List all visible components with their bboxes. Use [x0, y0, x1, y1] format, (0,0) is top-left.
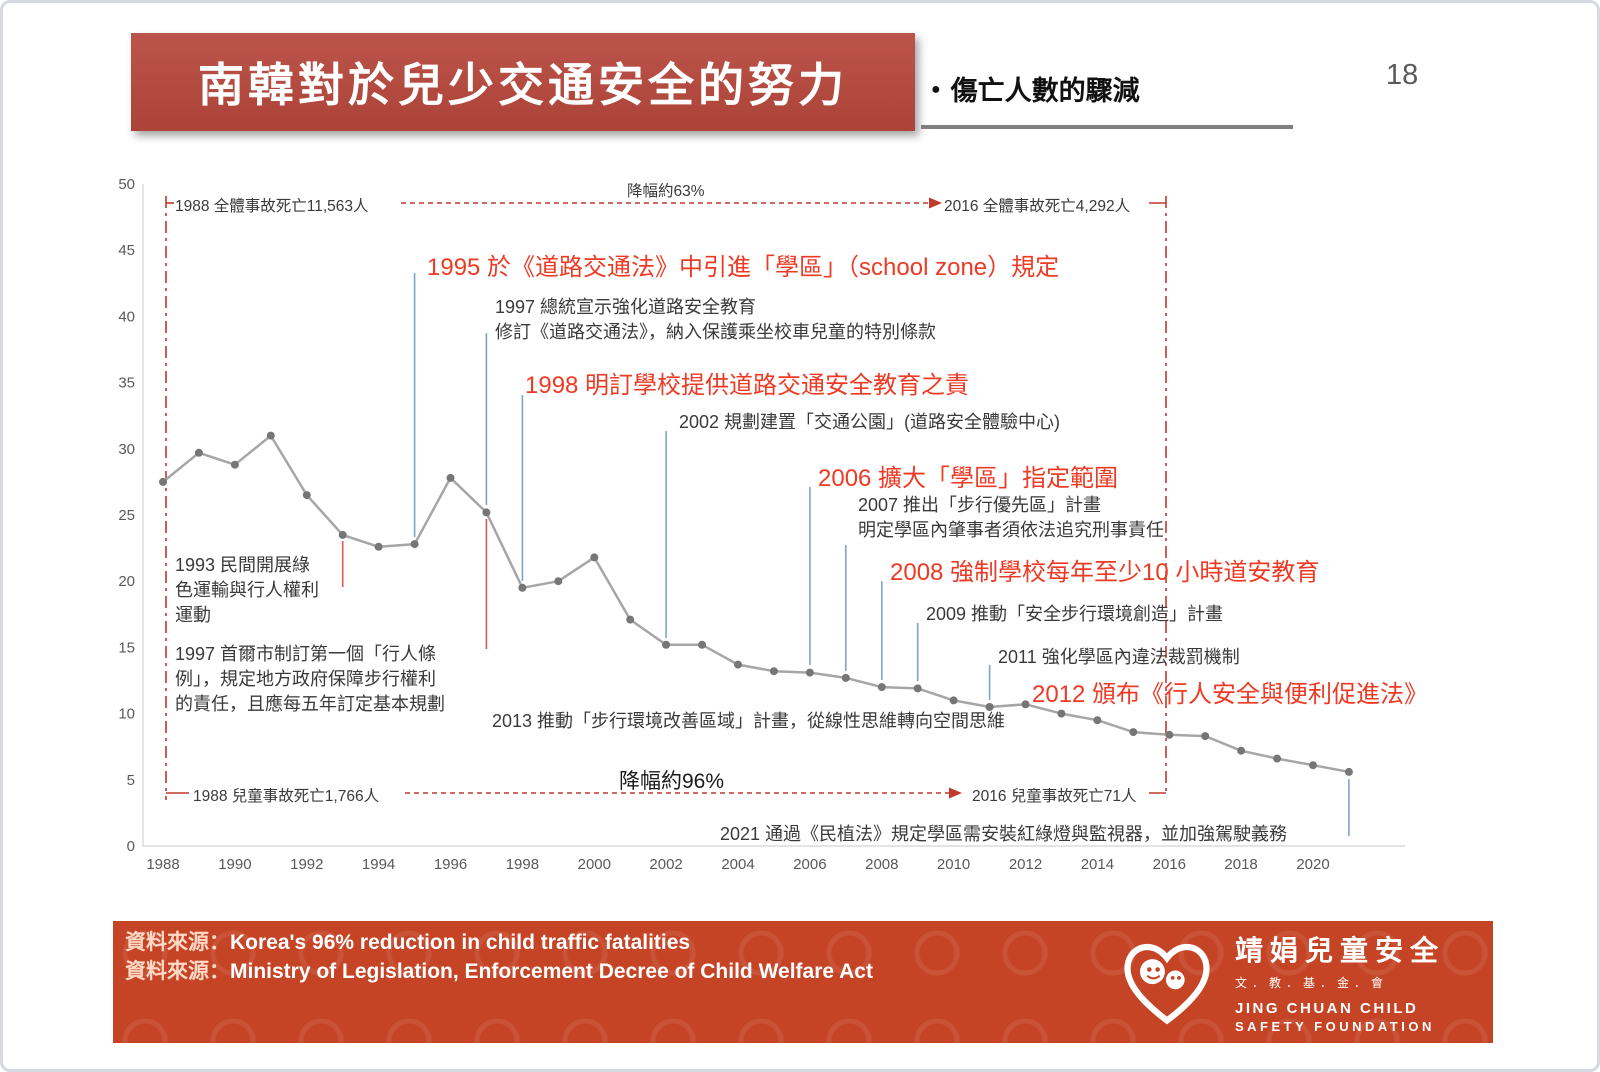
- annotation-2011: 2011 強化學區內違法裁罰機制: [998, 647, 1240, 667]
- annotation-line: 1993 民間開展綠: [175, 555, 311, 575]
- svg-text:10: 10: [118, 706, 135, 723]
- annotation-2009: 2009 推動「安全步行環境創造」計畫: [926, 604, 1224, 624]
- svg-text:1990: 1990: [218, 856, 251, 873]
- svg-text:2020: 2020: [1296, 856, 1329, 873]
- page-title: 南韓對於兒少交通安全的努力: [198, 59, 848, 111]
- annotation-line: 明定學區內肇事者須依法追究刑事責任: [858, 520, 1164, 540]
- logo-en-line1: JING CHUAN CHILD: [1234, 1000, 1419, 1017]
- svg-text:5: 5: [127, 772, 135, 789]
- source-label: 資料來源：: [125, 960, 230, 983]
- line-chart: 0 5 10 15 20 25 30 35 40 45 50 1988 1990 1992 1994 199…: [118, 176, 1405, 873]
- annotation-line: 修訂《道路交通法》，納入保護乘坐校車兒童的特別條款: [495, 322, 936, 342]
- svg-text:50: 50: [118, 176, 135, 193]
- svg-text:0: 0: [127, 838, 135, 855]
- annotation-2021: 2021 通過《民植法》規定學區需安裝紅綠燈與監視器，並加強駕駛義務: [720, 824, 1288, 844]
- y-axis-labels: 0 5 10 15 20 25 30 35 40 45 50: [118, 176, 135, 855]
- svg-text:1994: 1994: [362, 856, 395, 873]
- svg-text:2010: 2010: [937, 856, 970, 873]
- logo-zh-name: 靖娟兒童安全: [1234, 935, 1445, 966]
- annotation-1998: 1998 明訂學校提供道路交通安全教育之責: [525, 372, 970, 399]
- annotation-1997-seoul: 1997 首爾市制訂第一個「行人條 例」，規定地方政府保障步行權利 的責任，且應…: [175, 642, 445, 717]
- source-text: Ministry of Legislation, Enforcement Dec…: [230, 960, 873, 983]
- annotation-2013: 2013 推動「步行環境改善區域」計畫，從線性思維轉向空間思維: [492, 711, 1006, 731]
- page-number: 18: [1386, 59, 1419, 91]
- annotation-total-2016: 2016 全體事故死亡4,292人: [944, 198, 1131, 215]
- svg-text:30: 30: [118, 441, 135, 458]
- annotation-2012: 2012 頒布《行人安全與便利促進法》: [1032, 681, 1429, 708]
- annotation-2002: 2002 規劃建置「交通公園」(道路安全體驗中心): [679, 412, 1061, 432]
- annotation-1993: 1993 民間開展綠 色運輸與行人權利 運動: [175, 553, 319, 628]
- svg-text:2008: 2008: [865, 856, 898, 873]
- source-label: 資料來源：: [125, 931, 230, 954]
- svg-text:2000: 2000: [578, 856, 611, 873]
- reduction-arrows: [165, 196, 1167, 800]
- annotation-child-drop: 降幅約96%: [619, 770, 725, 793]
- annotation-total-1988: 1988 全體事故死亡11,563人: [175, 198, 369, 215]
- logo-en-line2: SAFETY FOUNDATION: [1234, 1019, 1435, 1034]
- annotation-line: 運動: [175, 605, 211, 625]
- annotation-1995: 1995 於《道路交通法》中引進「學區」（school zone）規定: [427, 254, 1060, 281]
- x-axis-labels: 1988 1990 1992 1994 1996 1998 2000 2002 2004 2006…: [146, 856, 1329, 873]
- subtitle-underline: [921, 125, 1293, 129]
- annotation-2008: 2008 強制學校每年至少10 小時道安教育: [890, 559, 1320, 586]
- svg-text:1996: 1996: [434, 856, 467, 873]
- footer-banner: 資料來源：Korea's 96% reduction in child traf…: [113, 921, 1493, 1043]
- svg-text:1998: 1998: [506, 856, 539, 873]
- foundation-logo: 靖娟兒童安全 文．教．基．金．會 JING CHUAN CHILD SAFETY…: [1115, 929, 1445, 1034]
- svg-text:1992: 1992: [290, 856, 323, 873]
- arrow-right-icon: [949, 787, 962, 799]
- data-series: [159, 431, 1353, 776]
- svg-text:2016: 2016: [1153, 856, 1186, 873]
- svg-text:2002: 2002: [649, 856, 682, 873]
- svg-text:20: 20: [118, 573, 135, 590]
- svg-text:35: 35: [118, 375, 135, 392]
- annotation-2007: 2007 推出「步行優先區」計畫 明定學區內肇事者須依法追究刑事責任: [858, 493, 1164, 543]
- annotation-line: 色運輸與行人權利: [175, 580, 319, 600]
- arrow-right-icon: [929, 197, 942, 209]
- title-banner: 南韓對於兒少交通安全的努力: [131, 33, 915, 131]
- annotation-leader-lines: [413, 273, 1350, 836]
- annotation-line: 1997 首爾市制訂第一個「行人條: [175, 644, 437, 664]
- annotation-1997-president: 1997 總統宣示強化道路安全教育 修訂《道路交通法》，納入保護乘坐校車兒童的特…: [495, 295, 936, 345]
- annotation-2006: 2006 擴大「學區」指定範圍: [818, 465, 1119, 492]
- svg-text:2006: 2006: [793, 856, 826, 873]
- bullet-icon: ●: [931, 80, 941, 98]
- logo-zh-sub: 文．教．基．金．會: [1234, 976, 1388, 990]
- annotation-child-2016: 2016 兒童事故死亡71人: [972, 788, 1137, 805]
- annotation-total-drop: 降幅約63%: [627, 183, 705, 200]
- annotation-child-1988: 1988 兒童事故死亡1,766人: [193, 788, 380, 805]
- heart-logo-icon: [1124, 943, 1210, 1024]
- source-list: 資料來源：Korea's 96% reduction in child traf…: [125, 928, 873, 986]
- annotation-line: 例」，規定地方政府保障步行權利: [175, 669, 436, 689]
- chart-axes: [142, 184, 1405, 847]
- annotation-line: 1997 總統宣示強化道路安全教育: [495, 297, 757, 317]
- subtitle: ● 傷亡人數的驟減: [931, 69, 1140, 108]
- subtitle-text: 傷亡人數的驟減: [950, 76, 1140, 106]
- annotation-leader-lines-red: [341, 519, 488, 649]
- annotation-line: 的責任，且應每五年訂定基本規劃: [175, 694, 445, 714]
- svg-text:1988: 1988: [146, 856, 179, 873]
- svg-text:25: 25: [118, 507, 135, 524]
- svg-text:45: 45: [118, 242, 135, 259]
- logo-text: 靖娟兒童安全 文．教．基．金．會 JING CHUAN CHILD SAFETY…: [1235, 929, 1445, 1034]
- source-line-2: 資料來源：Ministry of Legislation, Enforcemen…: [125, 957, 873, 986]
- svg-text:2014: 2014: [1081, 856, 1114, 873]
- svg-text:15: 15: [118, 639, 135, 656]
- source-text: Korea's 96% reduction in child traffic f…: [230, 931, 691, 954]
- svg-text:2018: 2018: [1224, 856, 1257, 873]
- svg-text:2004: 2004: [721, 856, 754, 873]
- source-line-1: 資料來源：Korea's 96% reduction in child traf…: [125, 928, 873, 957]
- svg-text:2012: 2012: [1009, 856, 1042, 873]
- annotation-line: 2007 推出「步行優先區」計畫: [858, 495, 1102, 515]
- svg-text:40: 40: [118, 308, 135, 325]
